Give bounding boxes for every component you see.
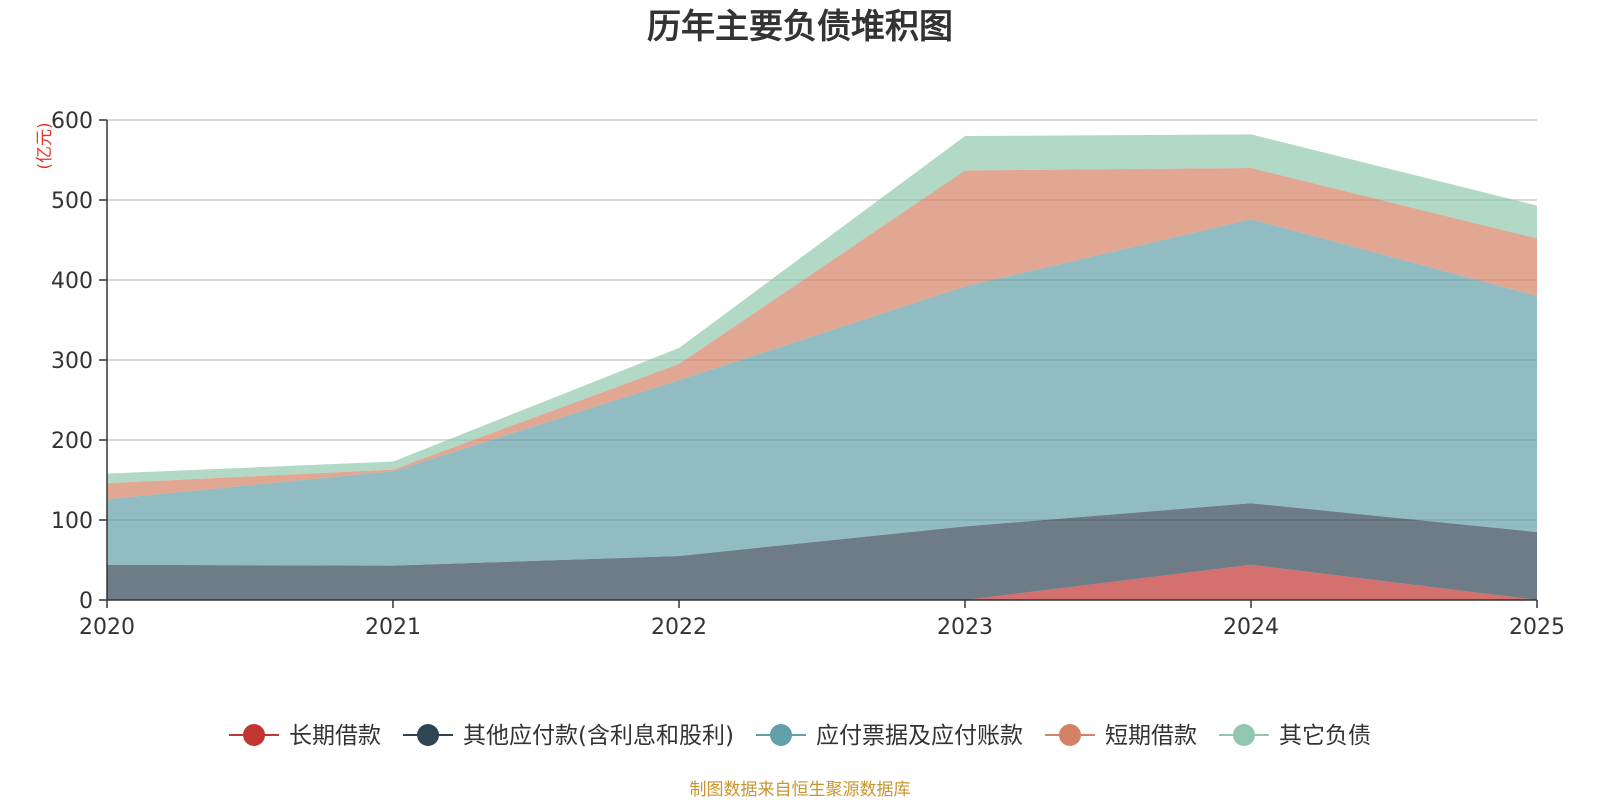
y-axis-unit-label: (亿元) bbox=[35, 122, 55, 169]
legend-marker bbox=[417, 724, 440, 746]
source-note: 制图数据来自恒生聚源数据库 bbox=[690, 780, 911, 800]
y-tick-label: 600 bbox=[51, 109, 93, 134]
x-tick-label: 2025 bbox=[1509, 615, 1565, 640]
legend-item-3[interactable]: 应付票据及应付账款 bbox=[755, 723, 1023, 749]
y-tick-label: 500 bbox=[51, 189, 93, 214]
legend-item-5[interactable]: 其它负债 bbox=[1218, 723, 1371, 749]
x-tick-label: 2024 bbox=[1223, 615, 1279, 640]
chart-title: 历年主要负债堆积图 bbox=[647, 7, 953, 47]
y-tick-label: 200 bbox=[51, 429, 93, 454]
legend-item-4[interactable]: 短期借款 bbox=[1044, 723, 1197, 749]
y-tick-label: 300 bbox=[51, 349, 93, 374]
legend-marker bbox=[243, 724, 266, 746]
x-tick-label: 2022 bbox=[651, 615, 707, 640]
legend-marker bbox=[769, 724, 792, 746]
area-series-1 bbox=[107, 564, 1537, 600]
legend-item-1[interactable]: 长期借款 bbox=[229, 723, 381, 749]
legend-marker bbox=[1232, 724, 1255, 746]
area-series-group bbox=[107, 134, 1537, 600]
legend-label: 长期借款 bbox=[289, 723, 381, 749]
legend-label: 其它负债 bbox=[1279, 723, 1371, 749]
axes: 0 100 200 300 400 500 600 2020 2021 2022 2023 2024 2… bbox=[51, 109, 1565, 640]
area-series-3 bbox=[107, 219, 1537, 566]
legend-item-2[interactable]: 其他应付款(含利息和股利) bbox=[403, 723, 734, 749]
area-series-2 bbox=[107, 503, 1537, 600]
y-tick-label: 100 bbox=[51, 509, 93, 534]
x-tick-label: 2023 bbox=[937, 615, 993, 640]
x-tick-label: 2021 bbox=[365, 615, 421, 640]
legend-label: 短期借款 bbox=[1105, 723, 1197, 749]
y-tick-label: 400 bbox=[51, 269, 93, 294]
legend: 长期借款 其他应付款(含利息和股利) 应付票据及应付账款 短期借款 其它负债 bbox=[229, 723, 1371, 749]
x-tick-label: 2020 bbox=[79, 615, 135, 640]
legend-label: 其他应付款(含利息和股利) bbox=[463, 723, 734, 749]
legend-label: 应付票据及应付账款 bbox=[816, 723, 1023, 749]
y-tick-label: 0 bbox=[79, 589, 93, 614]
legend-marker bbox=[1058, 724, 1081, 746]
